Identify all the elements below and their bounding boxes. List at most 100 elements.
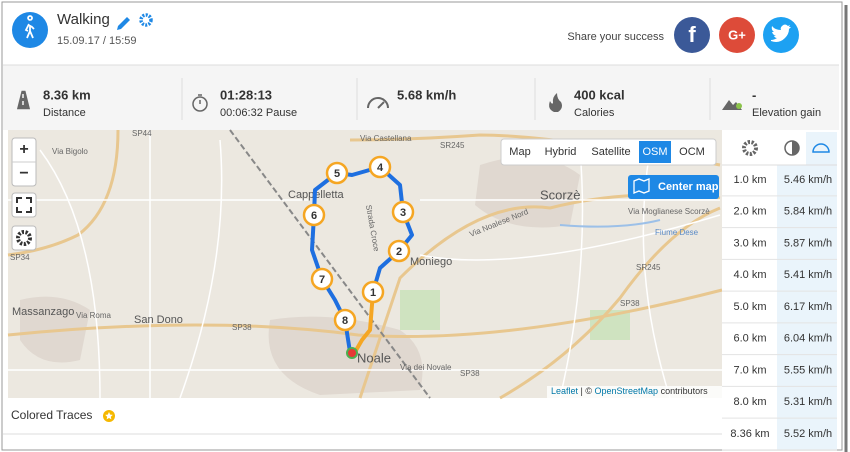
- attribution-sep: | ©: [578, 386, 594, 396]
- attribution-bg: [547, 386, 722, 398]
- route-marker[interactable]: [310, 267, 334, 291]
- road-label: Via Moglianese Scorzè: [628, 207, 710, 216]
- route-marker[interactable]: [302, 203, 326, 227]
- twitter-bird: [771, 24, 791, 42]
- route-segment: [353, 291, 375, 354]
- road-label: SP34: [10, 253, 30, 262]
- star: [105, 412, 113, 420]
- osm-link[interactable]: OpenStreetMap: [595, 386, 659, 396]
- stat-label: 00:06:32 Pause: [220, 107, 297, 119]
- split-distance: 8.36 km: [730, 428, 769, 440]
- stat-label: Calories: [574, 107, 615, 119]
- stat-label: Distance: [43, 107, 86, 119]
- settings-button[interactable]: [11, 225, 37, 251]
- split-speed: 5.87 km/h: [784, 237, 832, 249]
- road-label: SP44: [132, 129, 152, 138]
- time-icon-hand: [198, 94, 202, 104]
- place-label: Noale: [357, 350, 391, 365]
- gear-icon: [16, 230, 32, 246]
- split-speed: 5.41 km/h: [784, 269, 832, 281]
- stat-value: -: [752, 87, 756, 102]
- share-label: Share your success: [567, 31, 664, 43]
- layer-button[interactable]: [504, 141, 536, 163]
- place-label: San Dono: [134, 314, 183, 326]
- split-distance: 8.0 km: [733, 396, 766, 408]
- speed-column: [777, 165, 837, 450]
- route-marker[interactable]: [391, 200, 415, 224]
- map[interactable]: Cappelletta Scorzè Moniego Noale Massanz…: [7, 129, 728, 400]
- place-label: Massanzago: [12, 306, 74, 318]
- split-speed: 5.31 km/h: [784, 396, 832, 408]
- start-marker: [346, 347, 358, 359]
- route-marker[interactable]: [361, 280, 385, 304]
- active-tab: [806, 132, 837, 165]
- calories-icon: [549, 93, 562, 112]
- layer-label: Satellite: [591, 146, 630, 158]
- date: 15.09.17 / 15:59: [57, 35, 137, 47]
- facebook-label: f: [688, 22, 696, 47]
- map-icon: [633, 178, 650, 194]
- split-speed: 6.17 km/h: [784, 301, 832, 313]
- google-button[interactable]: [719, 17, 755, 53]
- park: [400, 290, 630, 340]
- fullscreen-button[interactable]: [11, 192, 37, 218]
- route-marker-label: 6: [311, 210, 317, 222]
- river: [559, 219, 661, 228]
- fullscreen-icon: [16, 197, 32, 213]
- place-label: Scorzè: [540, 187, 580, 202]
- leaflet-link[interactable]: Leaflet: [551, 386, 579, 396]
- elevation-dot: [736, 103, 742, 109]
- road-label: SR245: [440, 141, 465, 150]
- layer-button[interactable]: [639, 141, 671, 163]
- title: Walking: [57, 11, 110, 28]
- minor-roads: [8, 130, 728, 399]
- route-marker[interactable]: [333, 308, 357, 332]
- time-tab-fill: [792, 141, 799, 155]
- speed-icon: [367, 97, 389, 109]
- split-speed: 6.04 km/h: [784, 333, 832, 345]
- route-marker-label: 3: [400, 207, 406, 219]
- zoom-in[interactable]: +: [19, 141, 28, 158]
- road-label: SR245: [636, 263, 661, 272]
- road-label: SP38: [232, 323, 252, 332]
- route-marker-label: 4: [377, 162, 384, 174]
- split-speed: 5.46 km/h: [784, 174, 832, 186]
- zoom-out[interactable]: −: [19, 165, 28, 182]
- google-label: G+: [728, 27, 746, 42]
- layer-button[interactable]: [585, 141, 637, 163]
- split-distance: 3.0 km: [733, 237, 766, 249]
- layer-button[interactable]: [538, 141, 583, 163]
- route-marker-label: 1: [370, 287, 376, 299]
- route-marker-label: 8: [342, 315, 348, 327]
- attribution-rest: contributors: [658, 386, 708, 396]
- layer-button[interactable]: [673, 141, 711, 163]
- road-label: Via Bigolo: [52, 147, 88, 156]
- road-label: SP38: [460, 369, 480, 378]
- facebook-button[interactable]: [674, 17, 710, 53]
- layer-label: Map: [509, 146, 530, 158]
- center-map-label: Center map: [658, 181, 719, 193]
- speed-tab[interactable]: [812, 143, 830, 153]
- settings-icon[interactable]: [139, 13, 153, 27]
- stat-label: Elevation gain: [752, 107, 821, 119]
- split-speed: 5.55 km/h: [784, 364, 832, 376]
- split-distance: 6.0 km: [733, 333, 766, 345]
- river-label: Fiume Dese: [655, 228, 699, 237]
- settings-tab[interactable]: [742, 140, 758, 156]
- center-map-button[interactable]: [628, 175, 719, 199]
- split-distance: 5.0 km: [733, 301, 766, 313]
- edit-icon[interactable]: [117, 17, 130, 30]
- colored-traces[interactable]: Colored Traces: [11, 408, 92, 422]
- route-marker-label: 2: [396, 246, 402, 258]
- stats-bar: [3, 65, 839, 130]
- route-marker[interactable]: [387, 239, 411, 263]
- route-marker[interactable]: [368, 155, 392, 179]
- railway: [229, 129, 431, 399]
- layer-label: Hybrid: [545, 146, 577, 158]
- route-marker-label: 5: [334, 168, 340, 180]
- split-distance: 4.0 km: [733, 269, 766, 281]
- route-marker[interactable]: [325, 161, 349, 185]
- road-label: Via dei Novale: [400, 363, 452, 372]
- split-speed: 5.52 km/h: [784, 428, 832, 440]
